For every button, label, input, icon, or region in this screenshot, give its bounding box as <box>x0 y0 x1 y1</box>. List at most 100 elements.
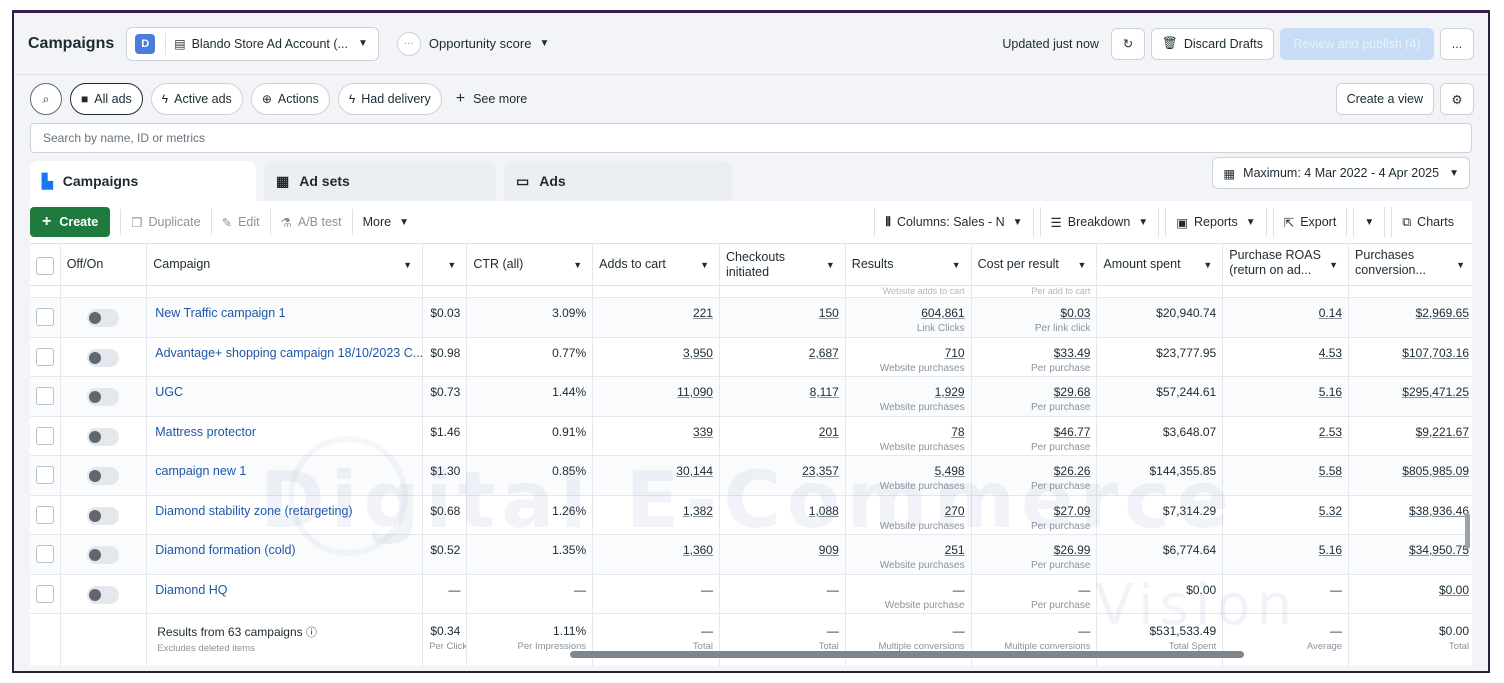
cell-value[interactable]: 1,382 <box>682 503 713 518</box>
table-row[interactable]: campaign new 1 $1.30 0.85% 30,144 23,357 5,49… <box>30 455 1472 496</box>
export-button[interactable]: ⇱ Export <box>1272 207 1348 237</box>
filter-actions[interactable]: ⊕ Actions <box>250 83 330 115</box>
cell-value[interactable]: 11,090 <box>677 385 713 399</box>
campaign-toggle[interactable] <box>87 467 120 485</box>
edit-button[interactable]: ✎ Edit <box>212 207 270 237</box>
more-options-button[interactable]: ... <box>1440 27 1474 60</box>
sort-icon[interactable]: ▼ <box>1329 260 1339 270</box>
header-adds-to-cart[interactable]: Adds to cart ▼ <box>592 243 720 286</box>
filter-settings-button[interactable]: ⚙ <box>1440 83 1474 115</box>
header-cpc[interactable]: ▼ <box>422 243 468 286</box>
sort-icon[interactable]: ▼ <box>1077 260 1087 270</box>
tab-ads[interactable]: ▭ Ads <box>504 161 732 201</box>
row-checkbox[interactable] <box>36 584 54 603</box>
campaign-name-link[interactable]: Diamond stability zone (retargeting) <box>155 503 353 518</box>
see-more-button[interactable]: + See more <box>456 90 528 108</box>
campaign-name-link[interactable]: UGC <box>155 385 184 399</box>
create-button[interactable]: + Create <box>30 207 111 237</box>
sort-icon[interactable]: ▼ <box>700 260 709 270</box>
campaign-toggle[interactable] <box>87 585 120 604</box>
cell-value[interactable]: $805,985.09 <box>1402 464 1469 478</box>
columns-dropdown[interactable]: ⦀ Columns: Sales - N ▼ <box>874 207 1034 237</box>
cell-value[interactable]: 251 <box>944 543 965 557</box>
create-view-button[interactable]: Create a view <box>1335 83 1434 115</box>
cell-value[interactable]: $46.77 <box>1053 424 1091 439</box>
cell-value[interactable]: 1,088 <box>808 503 839 518</box>
export-dropdown[interactable]: ▼ <box>1353 207 1386 237</box>
cell-value[interactable]: 604,861 <box>921 306 965 320</box>
tab-ad-sets[interactable]: ▦ Ad sets <box>264 161 496 201</box>
row-checkbox[interactable] <box>36 505 54 524</box>
cell-value[interactable]: $34,950.75 <box>1408 543 1469 557</box>
table-row[interactable]: Diamond formation (cold) $0.52 1.35% 1,360 9… <box>30 534 1472 575</box>
reports-dropdown[interactable]: ▣ Reports ▼ <box>1165 207 1267 237</box>
header-results[interactable]: Results ▼ <box>845 243 972 286</box>
table-row[interactable]: Mattress protector $1.46 0.91% 339 201 78 Webs… <box>30 416 1472 456</box>
cell-value[interactable]: 201 <box>818 424 839 439</box>
cell-value[interactable]: 909 <box>818 543 839 557</box>
table-row[interactable]: New Traffic campaign 1 $0.03 3.09% 221 150 60… <box>30 297 1472 338</box>
cell-value[interactable]: 221 <box>692 306 713 320</box>
header-amount-spent[interactable]: Amount spent ▼ <box>1096 243 1224 286</box>
header-off-on[interactable]: Off/On <box>60 243 148 286</box>
cell-value[interactable]: 78 <box>951 424 965 439</box>
row-checkbox[interactable] <box>36 426 54 445</box>
campaign-name-link[interactable]: Mattress protector <box>155 424 256 439</box>
sort-icon[interactable]: ▼ <box>403 260 413 270</box>
campaign-toggle[interactable] <box>87 546 120 564</box>
cell-value[interactable]: $295,471.25 <box>1402 385 1469 399</box>
campaign-toggle[interactable] <box>87 506 120 525</box>
row-checkbox[interactable] <box>36 545 54 563</box>
cell-value[interactable]: 4.53 <box>1318 345 1343 360</box>
row-checkbox[interactable] <box>36 347 54 366</box>
select-all-checkbox[interactable] <box>36 256 54 275</box>
header-purchases-conversion[interactable]: Purchases conversion... ▼ <box>1348 243 1472 286</box>
cell-value[interactable]: $38,936.46 <box>1408 503 1469 518</box>
table-row[interactable]: Diamond HQ — — — — — Website purchase — Per purc… <box>30 574 1472 614</box>
cell-value[interactable]: 150 <box>818 306 839 320</box>
info-icon[interactable]: ⓘ <box>306 627 317 639</box>
review-publish-button[interactable]: Review and publish (4) <box>1280 27 1434 60</box>
cell-value[interactable]: 23,357 <box>802 464 839 478</box>
row-checkbox[interactable] <box>36 308 54 326</box>
sort-icon[interactable]: ▼ <box>951 260 961 270</box>
filter-all-ads[interactable]: ■ All ads <box>70 83 143 115</box>
duplicate-button[interactable]: ❐ Duplicate <box>121 207 210 237</box>
campaign-name-link[interactable]: Advantage+ shopping campaign 18/10/2023 … <box>155 345 423 360</box>
opportunity-score-dropdown[interactable]: ··· Opportunity score ▼ <box>396 31 549 56</box>
discard-drafts-button[interactable]: 🗑 Discard Drafts <box>1150 27 1274 60</box>
more-dropdown[interactable]: More ▼ <box>353 207 419 237</box>
campaign-name-link[interactable]: Diamond formation (cold) <box>155 543 296 557</box>
campaign-toggle[interactable] <box>87 427 120 446</box>
campaign-toggle[interactable] <box>87 348 120 367</box>
cell-value[interactable]: $0.00 <box>1438 582 1469 597</box>
vertical-scrollbar[interactable] <box>1465 513 1470 549</box>
cell-value[interactable]: $33.49 <box>1053 345 1091 360</box>
ab-test-button[interactable]: ⚗ A/B test <box>271 207 352 237</box>
sort-icon[interactable]: ▼ <box>1203 260 1213 270</box>
date-range-picker[interactable]: ▦ Maximum: 4 Mar 2022 - 4 Apr 2025 ▼ <box>1212 157 1470 189</box>
charts-button[interactable]: ⧉ Charts <box>1391 207 1464 237</box>
table-row[interactable]: UGC $0.73 1.44% 11,090 8,117 1,929 Website pur… <box>30 376 1472 417</box>
cell-value[interactable]: $27.09 <box>1053 503 1091 518</box>
header-campaign[interactable]: Campaign ▼ <box>146 243 424 286</box>
cell-value[interactable]: $26.26 <box>1053 464 1091 478</box>
cell-value[interactable]: 710 <box>944 345 965 360</box>
refresh-button[interactable]: ↻ <box>1110 27 1145 60</box>
cell-value[interactable]: $2,969.65 <box>1415 306 1469 320</box>
header-cost-per-result[interactable]: Cost per result ▼ <box>971 243 1098 286</box>
sort-icon[interactable]: ▼ <box>1456 260 1465 270</box>
campaign-name-link[interactable]: New Traffic campaign 1 <box>155 306 286 320</box>
account-selector[interactable]: D ▤ Blando Store Ad Account (... ▼ <box>126 26 379 61</box>
cell-value[interactable]: 3,950 <box>682 345 713 360</box>
cell-value[interactable]: 5.16 <box>1318 385 1343 399</box>
cell-value[interactable]: 2,687 <box>808 345 839 360</box>
cell-value[interactable]: 270 <box>944 503 965 518</box>
row-checkbox[interactable] <box>36 387 54 405</box>
breakdown-dropdown[interactable]: ☰ Breakdown ▼ <box>1039 207 1160 237</box>
sort-icon[interactable]: ▼ <box>573 260 583 270</box>
campaign-name-link[interactable]: Diamond HQ <box>155 582 228 597</box>
campaign-toggle[interactable] <box>87 388 120 406</box>
cell-value[interactable]: $9,221.67 <box>1415 424 1469 439</box>
cell-value[interactable]: 2.53 <box>1318 424 1343 439</box>
